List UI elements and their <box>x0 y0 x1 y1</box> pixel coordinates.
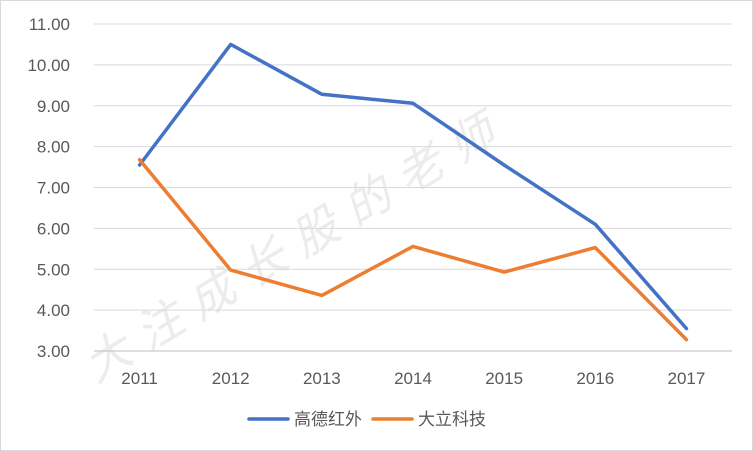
series-line-2 <box>137 157 689 342</box>
y-axis-tick-labels: 3.00 4.00 5.00 6.00 7.00 8.00 9.00 10.00 11.00 <box>27 15 70 361</box>
y-tick-label: 6.00 <box>37 219 70 238</box>
x-tick-label: 2013 <box>303 369 341 388</box>
y-tick-label: 11.00 <box>29 15 70 34</box>
legend-label-1: 高德红外 <box>294 410 362 430</box>
series-line-1 <box>137 42 689 331</box>
legend: 高德红外 大立科技 <box>247 410 486 430</box>
y-tick-label: 10.00 <box>27 56 70 75</box>
y-tick-label: 8.00 <box>37 138 70 157</box>
x-tick-label: 2016 <box>576 369 614 388</box>
y-tick-label: 9.00 <box>37 97 70 116</box>
y-tick-label: 7.00 <box>37 179 70 198</box>
x-tick-label: 2017 <box>668 369 706 388</box>
legend-label-2: 大立科技 <box>418 410 486 430</box>
x-tick-label: 2015 <box>485 369 523 388</box>
x-tick-label: 2011 <box>121 369 158 388</box>
watermark-text: 大 注 成 长 股 的 老 师 <box>74 100 511 392</box>
y-tick-label: 4.00 <box>37 301 70 320</box>
y-tick-label: 3.00 <box>37 342 70 361</box>
x-tick-label: 2012 <box>212 369 250 388</box>
x-tick-label: 2014 <box>394 369 432 388</box>
series-lines <box>137 42 689 342</box>
x-axis-tick-labels: 2011 2012 2013 2014 2015 2016 2017 <box>121 369 705 388</box>
gridlines <box>94 23 732 352</box>
y-tick-label: 5.00 <box>37 260 70 279</box>
